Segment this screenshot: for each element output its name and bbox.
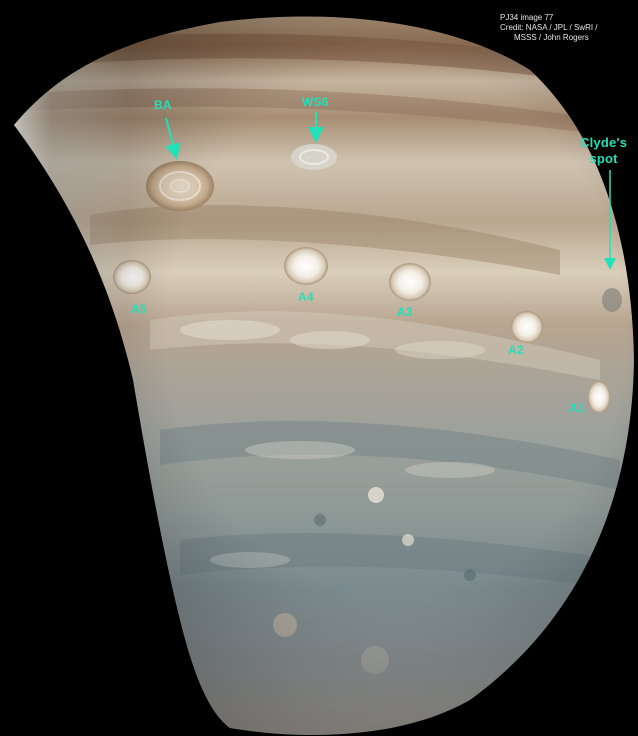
label-a5: A5 <box>131 302 147 316</box>
credit-line-2: Credit: NASA / JPL / SwRI / <box>500 23 598 32</box>
ba-arrow <box>165 117 181 160</box>
label-a2: A2 <box>508 343 524 357</box>
label-clydes-spot: Clyde's spot <box>580 135 627 167</box>
label-a1: A1 <box>569 401 585 415</box>
image-credit: PJ34 image 77 Credit: NASA / JPL / SwRI … <box>500 13 630 43</box>
credit-line-1: PJ34 image 77 <box>500 13 554 22</box>
label-ba: BA <box>154 98 172 112</box>
label-a4: A4 <box>298 290 314 304</box>
label-clydes-line-2: spot <box>589 151 618 166</box>
credit-line-3: MSSS / John Rogers <box>514 33 589 42</box>
label-ws6: WS6 <box>302 95 329 109</box>
label-clydes-line-1: Clyde's <box>580 135 628 150</box>
label-a3: A3 <box>397 305 413 319</box>
